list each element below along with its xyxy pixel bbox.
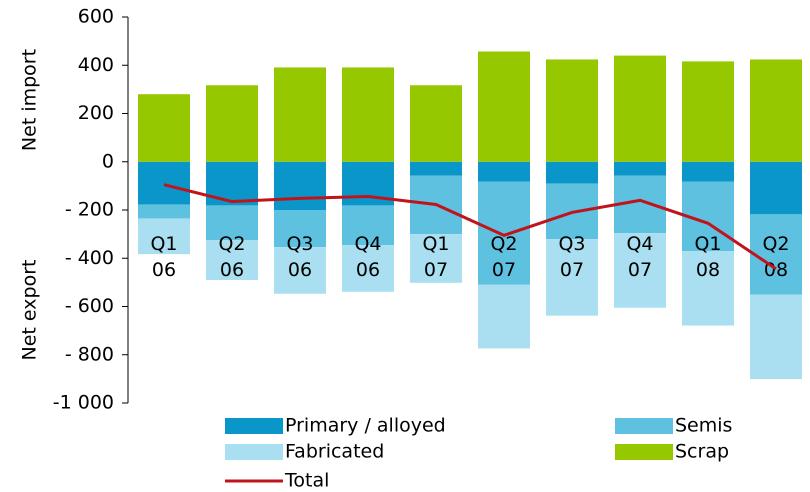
y-axis-label: Net export — [19, 260, 41, 361]
bar-segment — [614, 233, 666, 308]
bar-segment — [546, 239, 598, 316]
bar-segment — [342, 245, 394, 292]
bar-segment — [274, 161, 326, 210]
x-tick-label: Q1 08 — [694, 233, 721, 281]
legend-label: Scrap — [675, 441, 729, 463]
bar-segment — [750, 294, 802, 380]
bar-segment — [478, 284, 530, 349]
bar-segment — [478, 161, 530, 182]
bar-segment — [274, 67, 326, 162]
x-tick-label: Q1 06 — [150, 233, 177, 281]
bar-segment — [206, 205, 258, 241]
legend-swatch — [225, 444, 283, 460]
y-tick-label: 200 — [78, 102, 114, 124]
y-tick-label: -1 000 — [53, 392, 114, 414]
bar-segment — [206, 85, 258, 162]
bar-segment — [750, 59, 802, 162]
y-tick-label: 600 — [78, 6, 114, 28]
bar-segment — [138, 94, 190, 162]
bar-segment — [478, 181, 530, 285]
bar-segment — [682, 251, 734, 326]
bar-segment — [274, 210, 326, 248]
y-tick-label: - 400 — [65, 247, 114, 269]
bar-segment — [614, 161, 666, 176]
x-tick-label: Q1 07 — [422, 233, 449, 281]
x-tick-label: Q4 07 — [626, 233, 653, 281]
bar-segment — [342, 205, 394, 246]
bar-segment — [342, 67, 394, 162]
legend-label: Semis — [675, 415, 732, 437]
bar-segment — [206, 161, 258, 206]
legend-swatch — [225, 418, 283, 434]
bar-segment — [410, 85, 462, 162]
y-tick-label: - 600 — [65, 295, 114, 317]
bar-segment — [546, 59, 598, 162]
legend-label: Primary / alloyed — [285, 415, 446, 437]
y-tick-label: 400 — [78, 54, 114, 76]
bar-segment — [138, 218, 190, 255]
y-axis-label: Net import — [19, 49, 41, 151]
bar-segment — [206, 240, 258, 280]
bar-segment — [478, 51, 530, 162]
bar-segment — [410, 234, 462, 283]
total-line — [163, 183, 777, 271]
bar-segment — [750, 161, 802, 215]
x-tick-label: Q3 07 — [558, 233, 585, 281]
y-tick-label: - 800 — [65, 343, 114, 365]
x-tick-label: Q2 07 — [490, 233, 517, 281]
bar-segment — [138, 161, 190, 205]
bar-segment — [138, 204, 190, 219]
bar-segment — [546, 161, 598, 184]
legend-swatch — [615, 444, 673, 460]
legend-label: Fabricated — [285, 441, 384, 463]
bar-segment — [274, 247, 326, 294]
bar-segment — [682, 161, 734, 182]
bar-segment — [682, 61, 734, 162]
x-tick-label: Q4 06 — [354, 233, 381, 281]
x-tick-label: Q3 06 — [286, 233, 313, 281]
x-tick-label: Q2 06 — [218, 233, 245, 281]
y-tick-label: - 200 — [65, 199, 114, 221]
legend-label: Total — [284, 470, 329, 492]
y-tick-label: 0 — [102, 150, 114, 172]
bar-segment — [410, 161, 462, 176]
legend-swatch — [615, 418, 673, 434]
bar-segment — [614, 55, 666, 162]
bar-segment — [750, 214, 802, 295]
